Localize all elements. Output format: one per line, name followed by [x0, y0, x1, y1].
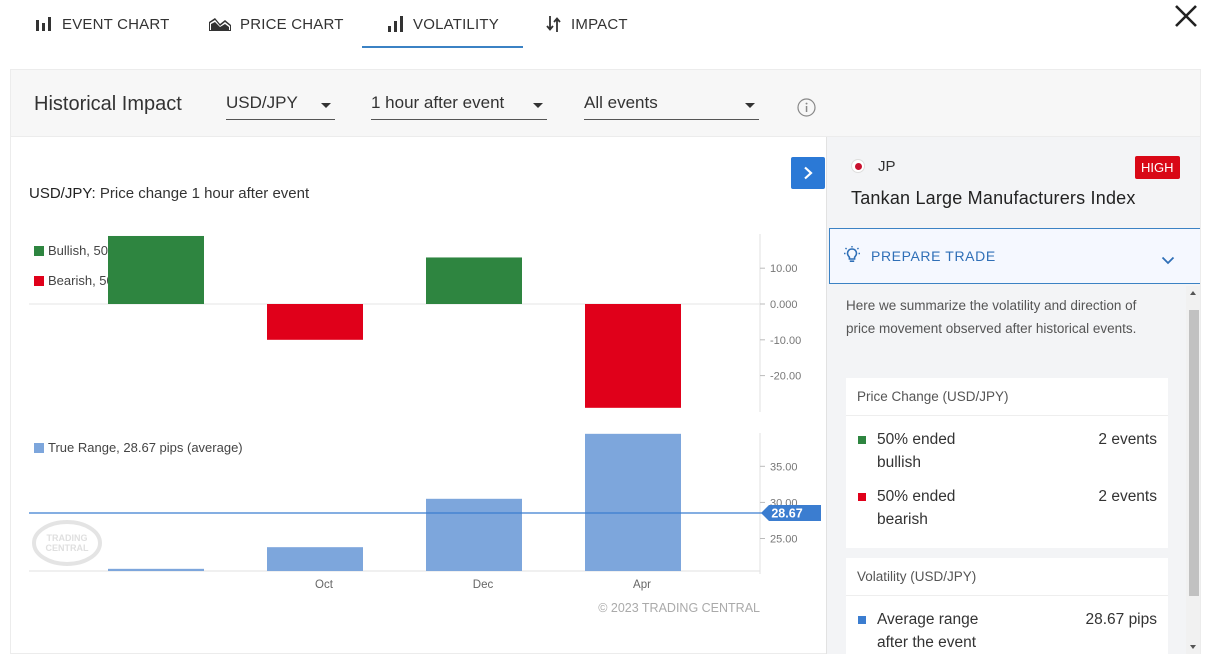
legend-range-swatch — [34, 443, 44, 453]
y-tick-label: 10.00 — [770, 263, 798, 275]
true-range-bar[interactable] — [585, 433, 681, 571]
symbol-select[interactable]: USD/JPY — [226, 90, 335, 120]
row-count: 2 events — [1098, 488, 1157, 505]
tab-label: EVENT CHART — [62, 15, 170, 33]
y-tick-label: 25.00 — [770, 534, 798, 546]
page-title: Historical Impact — [34, 93, 182, 115]
price-change-card: Price Change (USD/JPY) 50% ended bullish… — [846, 378, 1168, 548]
row-count: 28.67 pips — [1085, 611, 1157, 628]
chevron-right-icon — [804, 166, 813, 180]
arrows-updown-icon — [546, 15, 562, 33]
x-tick-label: Apr — [633, 579, 651, 591]
copyright: © 2023 TRADING CENTRAL — [598, 601, 760, 615]
tab-event-chart[interactable]: EVENT CHART — [36, 0, 170, 48]
legend-bullish-swatch — [34, 246, 44, 256]
x-tick-label: Dec — [473, 579, 494, 591]
bar-chart-icon — [36, 17, 53, 31]
tab-label: IMPACT — [571, 15, 628, 33]
scroll-up-icon[interactable] — [1190, 291, 1196, 295]
tab-label: VOLATILITY — [413, 15, 499, 33]
chart-tabs: EVENT CHART PRICE CHART VOLATILITY IMPAC… — [0, 0, 1215, 48]
x-tick-label: Oct — [315, 579, 334, 591]
chart-title-text: Price change 1 hour after event — [95, 185, 310, 202]
area-chart-icon — [209, 17, 231, 31]
y-tick-label: 0.000 — [770, 299, 798, 311]
events-select[interactable]: All events — [584, 90, 759, 120]
average-label: 28.67 — [771, 507, 802, 521]
japan-flag-icon — [851, 159, 865, 173]
prepare-trade-content: Here we summarize the volatility and dir… — [827, 286, 1186, 654]
event-header: JP HIGH Tankan Large Manufacturers Index — [827, 137, 1200, 227]
row-text: Average range after the event — [877, 611, 979, 651]
chevron-down-icon — [1161, 252, 1175, 270]
impact-badge: HIGH — [1135, 156, 1180, 179]
volatility-card: Volatility (USD/JPY) Average range after… — [846, 558, 1168, 654]
event-side-panel: JP HIGH Tankan Large Manufacturers Index… — [826, 137, 1200, 654]
caret-down-icon — [745, 103, 755, 108]
bearish-swatch — [858, 493, 866, 501]
legend-bearish: Bearish, 50% — [48, 273, 126, 288]
prepare-trade-label: PREPARE TRADE — [871, 248, 996, 264]
tab-label: PRICE CHART — [240, 15, 344, 33]
historical-impact-panel: Historical Impact USD/JPY 1 hour after e… — [10, 69, 1201, 654]
legend-range: True Range, 28.67 pips (average) — [48, 440, 243, 455]
row-text: 50% ended bearish — [877, 488, 956, 528]
tab-price-chart[interactable]: PRICE CHART — [209, 0, 344, 48]
country-code: JP — [878, 158, 896, 175]
card-title: Volatility (USD/JPY) — [846, 558, 1168, 596]
lightbulb-icon — [844, 246, 860, 271]
legend-bearish-swatch — [34, 276, 44, 286]
true-range-bar[interactable] — [108, 568, 204, 571]
bearish-bar[interactable] — [585, 304, 681, 408]
caret-down-icon — [321, 103, 331, 108]
symbol-value: USD/JPY — [226, 93, 298, 112]
scrollbar-thumb[interactable] — [1189, 310, 1199, 596]
chart-title: USD/JPY: Price change 1 hour after event — [29, 185, 309, 202]
y-tick-label: 35.00 — [770, 461, 798, 473]
watermark-line2: CENTRAL — [46, 543, 89, 553]
bullish-bar[interactable] — [426, 257, 522, 304]
timeframe-select[interactable]: 1 hour after event — [371, 90, 547, 120]
average-label-box — [761, 505, 821, 521]
legend-bullish: Bullish, 50% — [48, 243, 120, 258]
bullish-swatch — [858, 436, 866, 444]
bearish-bar[interactable] — [267, 304, 363, 340]
event-name: Tankan Large Manufacturers Index — [851, 188, 1136, 208]
timeframe-value: 1 hour after event — [371, 93, 505, 112]
row-text: 50% ended bullish — [877, 431, 956, 471]
scroll-down-icon[interactable] — [1190, 645, 1196, 649]
historical-impact-chart: TRADING CENTRAL Bullish, 50% Bearish, 50… — [29, 234, 821, 615]
filter-bar: Historical Impact USD/JPY 1 hour after e… — [11, 70, 1200, 137]
caret-down-icon — [533, 103, 543, 108]
y-tick-label: -10.00 — [770, 335, 801, 347]
tab-impact[interactable]: IMPACT — [546, 0, 628, 48]
watermark: TRADING CENTRAL — [32, 520, 102, 566]
close-icon[interactable] — [1172, 2, 1200, 30]
prepare-trade-toggle[interactable]: PREPARE TRADE — [829, 228, 1200, 284]
watermark-line1: TRADING — [47, 533, 88, 543]
row-count: 2 events — [1098, 431, 1157, 448]
volatility-icon — [388, 16, 404, 32]
card-title: Price Change (USD/JPY) — [846, 378, 1168, 416]
bullish-bar[interactable] — [108, 235, 204, 304]
scrollbar[interactable] — [1186, 286, 1200, 654]
expand-button[interactable] — [791, 157, 825, 189]
summary-text: Here we summarize the volatility and dir… — [846, 298, 1137, 336]
true-range-bar[interactable] — [426, 498, 522, 571]
range-swatch — [858, 616, 866, 624]
chart-area: USD/JPY: Price change 1 hour after event… — [11, 137, 826, 654]
chart-title-symbol: USD/JPY: — [29, 185, 96, 202]
y-tick-label: -20.00 — [770, 371, 801, 383]
info-icon[interactable] — [797, 98, 816, 117]
true-range-bar[interactable] — [267, 547, 363, 571]
events-value: All events — [584, 93, 658, 112]
tab-volatility[interactable]: VOLATILITY — [362, 0, 523, 48]
